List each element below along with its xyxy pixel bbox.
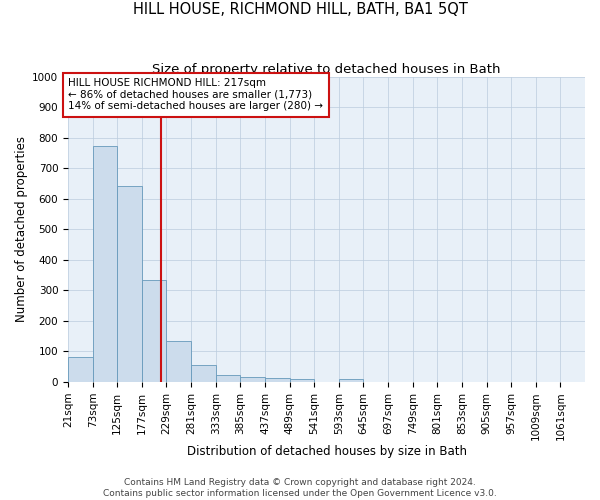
Text: HILL HOUSE, RICHMOND HILL, BATH, BA1 5QT: HILL HOUSE, RICHMOND HILL, BATH, BA1 5QT xyxy=(133,2,467,18)
Bar xyxy=(68,356,92,382)
Bar xyxy=(241,377,265,382)
Bar xyxy=(142,280,166,382)
Bar xyxy=(191,364,216,382)
Bar xyxy=(92,146,117,382)
Title: Size of property relative to detached houses in Bath: Size of property relative to detached ho… xyxy=(152,62,501,76)
Bar xyxy=(117,186,142,382)
Y-axis label: Number of detached properties: Number of detached properties xyxy=(15,136,28,322)
Bar xyxy=(290,379,314,382)
X-axis label: Distribution of detached houses by size in Bath: Distribution of detached houses by size … xyxy=(187,444,467,458)
Text: HILL HOUSE RICHMOND HILL: 217sqm
← 86% of detached houses are smaller (1,773)
14: HILL HOUSE RICHMOND HILL: 217sqm ← 86% o… xyxy=(68,78,323,112)
Bar xyxy=(339,379,364,382)
Bar xyxy=(265,378,290,382)
Bar xyxy=(166,341,191,382)
Text: Contains HM Land Registry data © Crown copyright and database right 2024.
Contai: Contains HM Land Registry data © Crown c… xyxy=(103,478,497,498)
Bar xyxy=(216,374,241,382)
